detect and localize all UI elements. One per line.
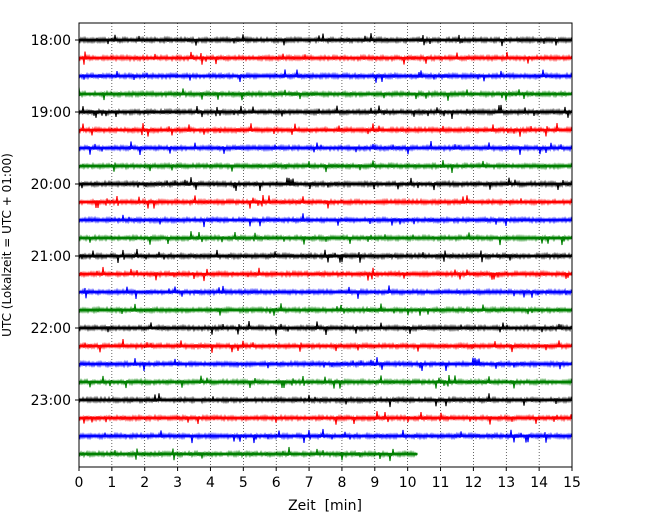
- y-axis: 18:00 19:00 20:00 21:00 22:00 23:00: [31, 33, 79, 409]
- x-tick-label: 9: [370, 475, 379, 491]
- x-tick-label: 6: [272, 475, 281, 491]
- x-tick-label: 4: [206, 475, 215, 491]
- trace-line: [78, 231, 573, 246]
- x-tick-label: 1: [107, 475, 116, 491]
- y-tick-label: 18:00: [31, 33, 71, 49]
- x-tick-label: 10: [399, 475, 417, 491]
- y-axis-title: UTC (Lokalzeit = UTC + 01:00): [0, 153, 14, 337]
- y-tick-label: 20:00: [31, 177, 71, 193]
- trace-group: [78, 33, 573, 462]
- x-tick-label: 15: [563, 475, 581, 491]
- y-tick-label: 19:00: [31, 105, 71, 121]
- x-tick-label: 13: [497, 475, 515, 491]
- trace-line: [78, 248, 573, 263]
- x-tick-label: 12: [464, 475, 482, 491]
- x-tick-label: 3: [173, 475, 182, 491]
- y-tick-label: 22:00: [31, 321, 71, 337]
- x-tick-label: 7: [305, 475, 314, 491]
- x-axis: 0 1 2 3 4 5 6 7 8 9 10 11 12 13 14 15: [75, 467, 581, 491]
- x-tick-label: 14: [530, 475, 548, 491]
- x-tick-label: 2: [140, 475, 149, 491]
- vertical-grid: [111, 23, 540, 467]
- x-axis-title: Zeit [min]: [288, 498, 362, 514]
- x-tick-label: 8: [337, 475, 346, 491]
- plot-frame: [78, 22, 573, 468]
- x-tick-label: 0: [75, 475, 84, 491]
- x-tick-label: 5: [239, 475, 248, 491]
- x-tick-label: 11: [432, 475, 450, 491]
- y-tick-label: 23:00: [31, 393, 71, 409]
- y-tick-label: 21:00: [31, 249, 71, 265]
